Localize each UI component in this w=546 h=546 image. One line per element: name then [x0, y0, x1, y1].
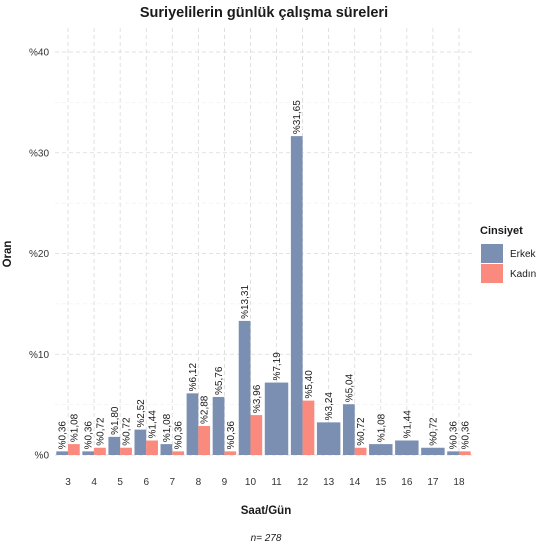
data-label: %0,72	[428, 417, 439, 446]
bar-kadın-14	[354, 447, 367, 455]
data-label: %13,31	[240, 285, 251, 319]
bar-erkek-9	[212, 396, 225, 455]
data-label: %2,52	[136, 399, 147, 428]
bar-erkek-12	[290, 136, 303, 455]
bar-erkek-15	[369, 444, 393, 455]
x-tick-label: 3	[65, 477, 71, 488]
bar-kadın-4	[94, 447, 106, 455]
x-axis-ticks: 3 4 5 6 7 8 9 10 11 12 13 14 15 16 17 18	[65, 477, 465, 488]
grid	[55, 28, 472, 456]
x-tick-label: 10	[245, 477, 257, 488]
legend-label-kadin: Kadın	[510, 269, 536, 280]
legend-swatch-kadin	[481, 264, 503, 283]
bar-erkek-8	[186, 393, 199, 455]
bar-erkek-14	[342, 404, 355, 455]
bar-erkek-7	[160, 444, 173, 455]
data-label: %0,72	[95, 417, 106, 446]
data-label: %0,36	[460, 421, 471, 450]
x-tick-label: 15	[375, 477, 387, 488]
bar-kadın-12	[302, 400, 315, 455]
bar-kadın-18	[458, 451, 471, 455]
data-label: %2,88	[200, 395, 211, 424]
x-tick-label: 8	[196, 477, 202, 488]
bar-kadın-7	[172, 451, 185, 455]
bar-erkek-6	[134, 429, 147, 455]
x-tick-label: 14	[349, 477, 361, 488]
data-label: %7,19	[272, 352, 283, 381]
bar-erkek-3	[56, 451, 69, 455]
data-labels: %0,36 %0,36%1,80 %2,52%1,08%6,12 %5,76%13,3…	[58, 100, 472, 450]
y-tick-label: %10	[29, 350, 49, 361]
x-tick-label: 7	[170, 477, 176, 488]
data-label: %1,80	[110, 406, 121, 435]
data-label: %1,08	[162, 413, 173, 442]
bar-erkek-11	[264, 382, 289, 455]
x-tick-label: 9	[222, 477, 228, 488]
data-label: %3,24	[324, 392, 335, 421]
data-label: %5,40	[304, 370, 315, 399]
data-label: %0,36	[58, 421, 69, 450]
x-tick-label: 5	[117, 477, 123, 488]
bar-kadın-3	[68, 444, 80, 455]
bar-erkek-13	[316, 422, 341, 455]
legend-title: Cinsiyet	[480, 225, 523, 237]
data-label: %1,08	[376, 413, 387, 442]
x-tick-label: 4	[91, 477, 97, 488]
data-label: %0,36	[449, 421, 460, 450]
bars	[56, 136, 471, 455]
bar-erkek-17	[421, 447, 445, 455]
data-label: %1,08	[69, 413, 80, 442]
data-label: %0,72	[356, 417, 367, 446]
y-axis-title: Oran	[2, 241, 14, 268]
x-axis-title: Saat/Gün	[241, 505, 291, 517]
bar-kadın-5	[120, 447, 132, 455]
x-tick-label: 12	[297, 477, 309, 488]
legend: Cinsiyet Erkek Kadın	[480, 225, 537, 283]
data-label: %1,44	[402, 410, 413, 439]
y-tick-label: %20	[29, 249, 49, 260]
y-tick-label: %30	[29, 148, 49, 159]
bar-kadın-9	[224, 451, 237, 455]
bar-erkek-16	[395, 440, 419, 455]
data-label: %0,72	[122, 417, 133, 446]
data-label: %0,36	[84, 421, 95, 450]
bar-kadın-8	[198, 425, 211, 455]
x-tick-label: 13	[323, 477, 335, 488]
y-tick-label: %40	[29, 48, 49, 59]
y-tick-label: %0	[35, 451, 50, 462]
data-label: %1,44	[148, 410, 159, 439]
x-tick-label: 6	[143, 477, 149, 488]
x-tick-label: 11	[271, 477, 282, 488]
y-axis-ticks: %0 %10 %20 %30 %40	[29, 48, 49, 462]
bar-erkek-4	[82, 451, 95, 455]
data-label: %5,04	[344, 373, 355, 402]
sample-size-note: n= 278	[251, 533, 282, 544]
legend-label-erkek: Erkek	[510, 249, 537, 260]
bar-erkek-10	[238, 320, 251, 455]
x-tick-label: 16	[401, 477, 413, 488]
bar-erkek-18	[447, 451, 459, 455]
data-label: %6,12	[188, 363, 199, 392]
data-label: %0,36	[226, 421, 237, 450]
data-label: %3,96	[252, 384, 263, 413]
data-label: %5,76	[214, 366, 225, 395]
bar-kadın-6	[146, 440, 158, 455]
legend-swatch-erkek	[481, 244, 503, 263]
x-tick-label: 17	[427, 477, 439, 488]
x-tick-label: 18	[453, 477, 465, 488]
bar-erkek-5	[108, 436, 121, 455]
chart-title: Suriyelilerin günlük çalışma süreleri	[140, 5, 388, 21]
data-label: %31,65	[292, 100, 303, 134]
bar-kadın-10	[250, 415, 263, 455]
data-label: %0,36	[174, 421, 185, 450]
